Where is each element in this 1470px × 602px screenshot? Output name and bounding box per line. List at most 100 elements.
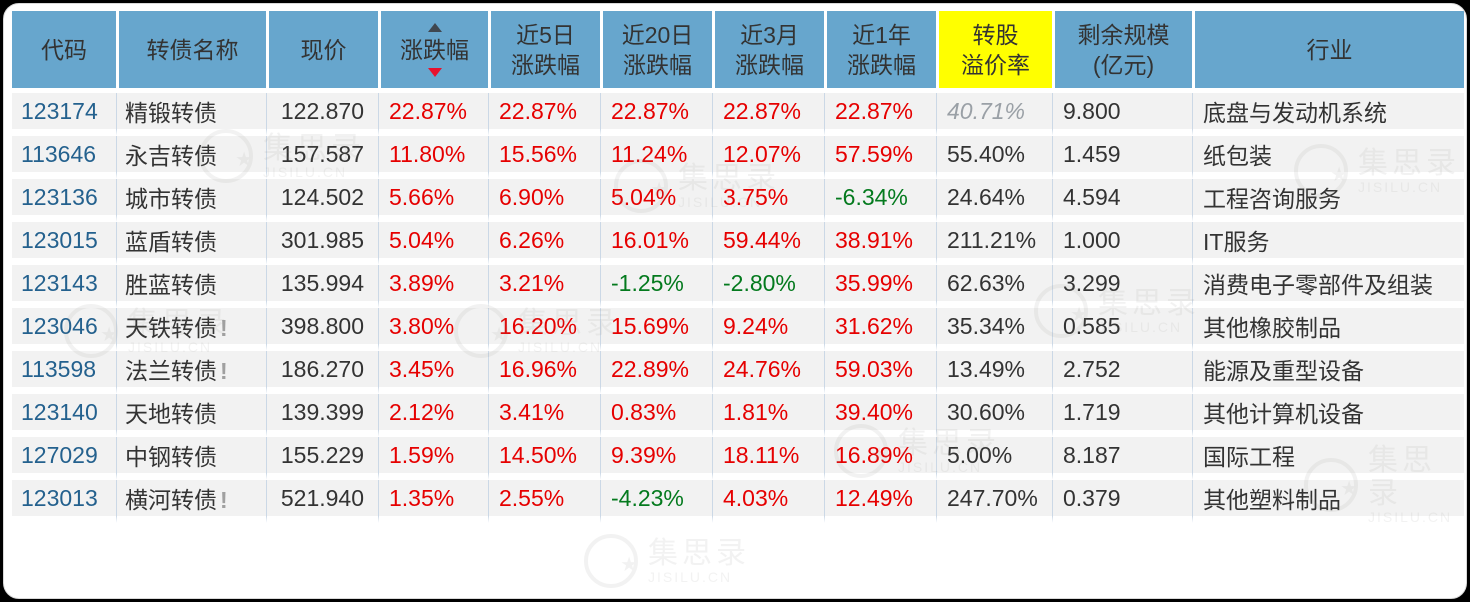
cell-premium: 5.00% xyxy=(936,437,1052,480)
table-row: 123136 城市转债 124.502 5.66% 6.90% 5.04% 3.75% -6.… xyxy=(12,179,1464,222)
bond-name: 横河转债 xyxy=(125,487,217,513)
cell-code[interactable]: 123143 xyxy=(12,265,116,308)
cell-change-1y: 16.89% xyxy=(824,437,936,480)
cell-premium: 247.70% xyxy=(936,480,1052,523)
cell-change-5d: 6.90% xyxy=(488,179,600,222)
col-header-name[interactable]: 转债名称 xyxy=(116,11,266,93)
cell-change: 1.35% xyxy=(378,480,488,523)
cell-name: 精锻转债 xyxy=(116,93,266,136)
cell-code[interactable]: 113598 xyxy=(12,351,116,394)
cell-change-1y: 35.99% xyxy=(824,265,936,308)
cell-change-5d: 15.56% xyxy=(488,136,600,179)
col-label: 代码 xyxy=(41,36,87,63)
cell-change-3m: -2.80% xyxy=(712,265,824,308)
bond-name: 法兰转债 xyxy=(125,358,217,384)
col-header-change[interactable]: 涨跌幅 xyxy=(378,11,488,93)
cell-premium: 13.49% xyxy=(936,351,1052,394)
sort-asc-icon[interactable] xyxy=(427,22,442,32)
cell-change-20d: 11.24% xyxy=(600,136,712,179)
col-header-change-5d[interactable]: 近5日 涨跌幅 xyxy=(488,11,600,93)
col-header-price[interactable]: 现价 xyxy=(266,11,378,93)
cell-code[interactable]: 127029 xyxy=(12,437,116,480)
table-row: 123046 天铁转债! 398.800 3.80% 16.20% 15.69% 9.24%… xyxy=(12,308,1464,351)
cell-change-1y: 31.62% xyxy=(824,308,936,351)
alert-icon: ! xyxy=(220,315,228,341)
cell-industry: 底盘与发动机系统 xyxy=(1192,93,1464,136)
cell-change-1y: 39.40% xyxy=(824,394,936,437)
cell-price: 521.940 xyxy=(266,480,378,523)
cell-change-1y: -6.34% xyxy=(824,179,936,222)
cell-change: 5.66% xyxy=(378,179,488,222)
cell-code[interactable]: 123140 xyxy=(12,394,116,437)
table-row: 123174 精锻转债 122.870 22.87% 22.87% 22.87% 22.87… xyxy=(12,93,1464,136)
cell-code[interactable]: 123046 xyxy=(12,308,116,351)
col-header-premium[interactable]: 转股 溢价率 xyxy=(936,11,1052,93)
cell-change-5d: 3.21% xyxy=(488,265,600,308)
col-header-change-3m[interactable]: 近3月 涨跌幅 xyxy=(712,11,824,93)
cell-change-5d: 2.55% xyxy=(488,480,600,523)
col-header-industry[interactable]: 行业 xyxy=(1192,11,1464,93)
cell-size: 2.752 xyxy=(1052,351,1192,394)
cell-change-1y: 57.59% xyxy=(824,136,936,179)
cell-size: 1.459 xyxy=(1052,136,1192,179)
sort-desc-icon[interactable] xyxy=(427,67,442,77)
cell-change-3m: 3.75% xyxy=(712,179,824,222)
cell-name: 胜蓝转债 xyxy=(116,265,266,308)
col-label-line2: 涨跌幅 xyxy=(511,51,580,78)
col-header-code[interactable]: 代码 xyxy=(12,11,116,93)
col-label: 近1年 xyxy=(852,21,911,48)
col-header-change-1y[interactable]: 近1年 涨跌幅 xyxy=(824,11,936,93)
table-body: 123174 精锻转债 122.870 22.87% 22.87% 22.87% 22.87… xyxy=(12,93,1464,523)
table-row: 127029 中钢转债 155.229 1.59% 14.50% 9.39% 18.11% 1… xyxy=(12,437,1464,480)
cell-premium: 62.63% xyxy=(936,265,1052,308)
cell-change-3m: 4.03% xyxy=(712,480,824,523)
cell-code[interactable]: 123013 xyxy=(12,480,116,523)
col-label: 近20日 xyxy=(621,21,694,48)
cell-change-5d: 3.41% xyxy=(488,394,600,437)
table-row: 123143 胜蓝转债 135.994 3.89% 3.21% -1.25% -2.80% 3… xyxy=(12,265,1464,308)
cell-change-3m: 9.24% xyxy=(712,308,824,351)
cell-change-1y: 38.91% xyxy=(824,222,936,265)
bond-name: 蓝盾转债 xyxy=(125,229,217,255)
cell-premium: 24.64% xyxy=(936,179,1052,222)
cell-industry: 纸包装 xyxy=(1192,136,1464,179)
cell-change-20d: 15.69% xyxy=(600,308,712,351)
col-label-line2: 涨跌幅 xyxy=(735,51,804,78)
cell-change-3m: 22.87% xyxy=(712,93,824,136)
cell-name: 天铁转债! xyxy=(116,308,266,351)
table-row: 113646 永吉转债 157.587 11.80% 15.56% 11.24% 12.07… xyxy=(12,136,1464,179)
col-label: 行业 xyxy=(1306,36,1353,63)
bond-name: 天地转债 xyxy=(125,401,217,427)
cell-industry: 其他橡胶制品 xyxy=(1192,308,1464,351)
cell-name: 天地转债 xyxy=(116,394,266,437)
table-row: 123013 横河转债! 521.940 1.35% 2.55% -4.23% 4.03% 1… xyxy=(12,480,1464,523)
cell-change: 3.80% xyxy=(378,308,488,351)
cell-industry: 消费电子零部件及组装 xyxy=(1192,265,1464,308)
cell-change-1y: 59.03% xyxy=(824,351,936,394)
cell-price: 122.870 xyxy=(266,93,378,136)
cell-change-1y: 12.49% xyxy=(824,480,936,523)
table-row: 123015 蓝盾转债 301.985 5.04% 6.26% 16.01% 59.44% 3… xyxy=(12,222,1464,265)
cell-premium: 35.34% xyxy=(936,308,1052,351)
cell-name: 蓝盾转债 xyxy=(116,222,266,265)
col-header-change-20d[interactable]: 近20日 涨跌幅 xyxy=(600,11,712,93)
table-row: 113598 法兰转债! 186.270 3.45% 16.96% 22.89% 24.76… xyxy=(12,351,1464,394)
table-header: 代码 转债名称 现价 涨跌幅 近5日 xyxy=(12,11,1464,93)
cell-price: 301.985 xyxy=(266,222,378,265)
cell-code[interactable]: 123015 xyxy=(12,222,116,265)
cell-price: 139.399 xyxy=(266,394,378,437)
cell-change-3m: 18.11% xyxy=(712,437,824,480)
cell-change-5d: 14.50% xyxy=(488,437,600,480)
cell-size: 9.800 xyxy=(1052,93,1192,136)
cell-change-20d: 0.83% xyxy=(600,394,712,437)
cell-change-3m: 1.81% xyxy=(712,394,824,437)
cell-code[interactable]: 113646 xyxy=(12,136,116,179)
cell-code[interactable]: 123136 xyxy=(12,179,116,222)
col-header-size[interactable]: 剩余规模 (亿元) xyxy=(1052,11,1192,93)
cell-premium: 211.21% xyxy=(936,222,1052,265)
cell-code[interactable]: 123174 xyxy=(12,93,116,136)
cell-name: 永吉转债 xyxy=(116,136,266,179)
col-label: 近5日 xyxy=(516,21,575,48)
col-label: 转股 xyxy=(972,21,1019,48)
